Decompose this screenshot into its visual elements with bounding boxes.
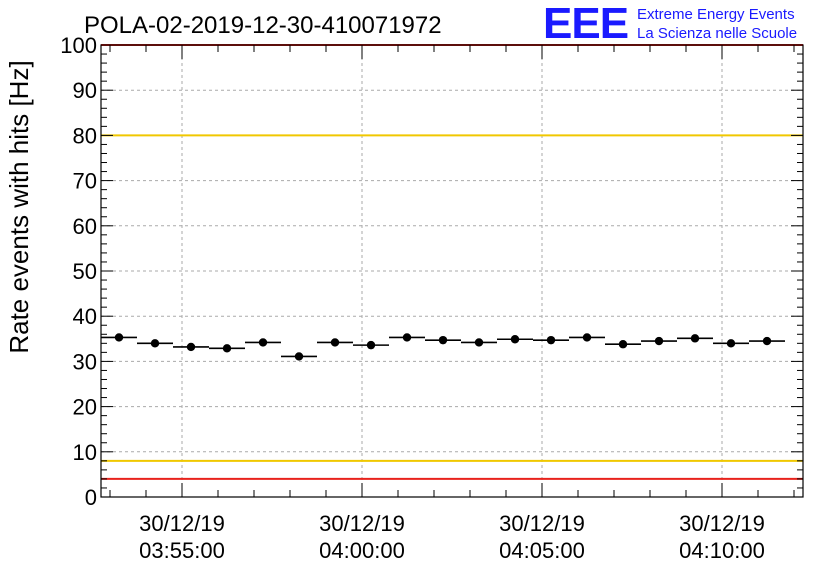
data-point-marker — [654, 336, 664, 346]
y-tick-label: 30 — [73, 349, 97, 374]
x-tick-date-label: 30/12/19 — [499, 511, 585, 536]
y-tick-label: 50 — [73, 259, 97, 284]
x-tick-time-label: 04:05:00 — [499, 538, 585, 563]
y-tick-label: 90 — [73, 78, 97, 103]
x-tick-labels: 30/12/1903:55:0030/12/1904:00:0030/12/19… — [139, 511, 765, 563]
data-point-marker — [330, 338, 340, 347]
y-tick-label: 0 — [85, 485, 97, 510]
data-points — [101, 333, 785, 361]
data-point-marker — [546, 335, 556, 345]
data-point-marker — [582, 333, 592, 342]
y-tick-label: 20 — [73, 395, 97, 420]
grid — [101, 45, 803, 497]
data-point-marker — [474, 338, 484, 347]
x-tick-date-label: 30/12/19 — [139, 511, 225, 536]
data-point-marker — [186, 342, 196, 352]
data-point-marker — [690, 334, 700, 343]
logo-subtitle-2: La Scienza nelle Scuole — [637, 25, 797, 42]
data-point-marker — [114, 333, 124, 342]
data-point-marker — [762, 336, 772, 346]
axis-ticks — [101, 44, 803, 498]
x-tick-time-label: 04:00:00 — [319, 538, 405, 563]
data-point-marker — [294, 352, 304, 361]
y-tick-label: 80 — [73, 123, 97, 148]
eee-logo-text: EEE — [543, 0, 628, 48]
x-tick-date-label: 30/12/19 — [679, 511, 765, 536]
data-point-marker — [438, 335, 448, 345]
data-point-marker — [726, 339, 736, 348]
data-point-marker — [150, 339, 160, 348]
x-tick-time-label: 04:10:00 — [679, 538, 765, 563]
eee-logo: EEE Extreme Energy Events La Scienza nel… — [543, 0, 797, 48]
reference-lines — [101, 44, 803, 480]
data-point-marker — [258, 338, 268, 347]
chart-title: POLA-02-2019-12-30-410071972 — [84, 12, 442, 39]
x-tick-date-label: 30/12/19 — [319, 511, 405, 536]
x-tick-time-label: 03:55:00 — [139, 538, 225, 563]
data-point-marker — [510, 335, 520, 344]
y-tick-label: 40 — [73, 304, 97, 329]
y-tick-label: 10 — [73, 440, 97, 465]
y-axis-label: Rate events with hits [Hz] — [4, 60, 34, 353]
y-tick-label: 70 — [73, 169, 97, 194]
y-tick-labels: 0 10 20 30 40 50 60 70 80 90 100 — [60, 33, 97, 510]
data-point-marker — [366, 340, 376, 350]
y-tick-label: 100 — [60, 33, 97, 58]
data-point-marker — [618, 340, 628, 349]
y-tick-label: 60 — [73, 214, 97, 239]
data-point-marker — [222, 344, 232, 353]
data-point-marker — [402, 333, 412, 342]
logo-subtitle-1: Extreme Energy Events — [637, 6, 795, 23]
